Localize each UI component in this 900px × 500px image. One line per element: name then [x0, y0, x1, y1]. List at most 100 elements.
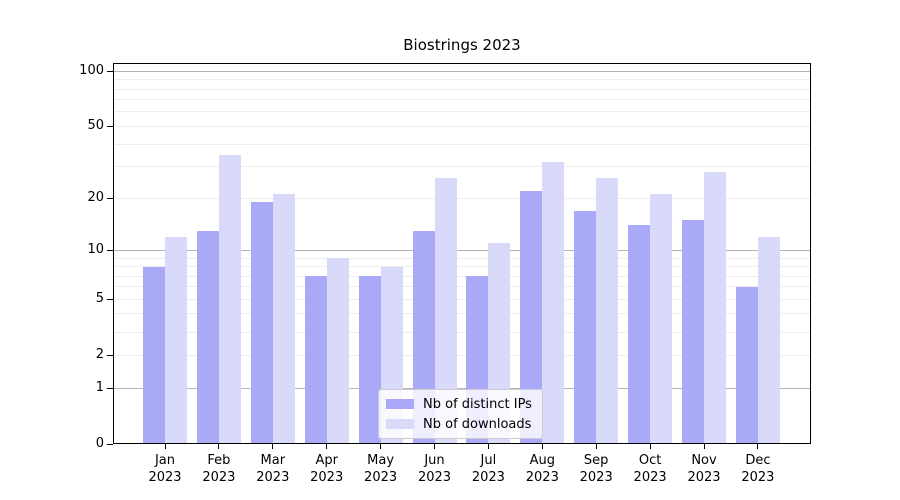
bar-may-distinct-ips: [358, 276, 381, 444]
bar-apr-distinct-ips: [304, 276, 327, 444]
x-tick-month: Sep: [583, 453, 609, 468]
bar-nov-distinct-ips: [682, 220, 704, 444]
minor-gridline: [113, 354, 811, 356]
x-tick-label: Oct 2023: [620, 452, 680, 486]
minor-gridline: [113, 88, 811, 90]
bar-sep-downloads: [596, 177, 619, 444]
bar-apr-downloads: [326, 258, 349, 444]
y-axis-tick: [107, 249, 113, 251]
x-tick-label: Aug 2023: [512, 452, 572, 486]
y-tick-label: 10: [87, 242, 104, 258]
bar-aug-downloads: [542, 161, 565, 444]
bar-nov-downloads: [704, 171, 726, 444]
y-tick-label: 50: [87, 118, 104, 134]
minor-gridline: [113, 331, 811, 333]
y-axis-tick: [107, 125, 113, 127]
x-axis-tick: [272, 444, 274, 449]
bar-oct-downloads: [650, 194, 673, 444]
major-gridline: [113, 70, 811, 72]
x-tick-year: 2023: [364, 470, 398, 485]
bar-oct-distinct-ips: [628, 225, 651, 444]
bar-sep-distinct-ips: [574, 210, 597, 444]
x-tick-year: 2023: [202, 470, 236, 485]
bar-mar-distinct-ips: [250, 202, 273, 444]
x-tick-label: Apr 2023: [297, 452, 357, 486]
x-tick-year: 2023: [310, 470, 344, 485]
x-axis-tick: [434, 444, 435, 449]
bar-aug-distinct-ips: [520, 190, 543, 444]
y-axis-tick: [107, 70, 113, 72]
x-tick-label: Jun 2023: [405, 452, 465, 486]
legend-label: Nb of downloads: [423, 416, 532, 432]
x-tick-year: 2023: [417, 470, 452, 485]
legend-label: Nb of distinct IPs: [423, 396, 532, 412]
x-axis-tick: [757, 444, 759, 449]
x-tick-month: Feb: [207, 453, 231, 468]
major-gridline: [113, 249, 811, 251]
minor-gridline: [113, 257, 811, 259]
y-tick-label: 2: [95, 347, 104, 363]
minor-gridline: [113, 143, 811, 145]
legend-row: Nb of distinct IPs: [386, 396, 532, 412]
bar-dec-distinct-ips: [735, 286, 758, 444]
x-tick-month: Aug: [529, 453, 555, 468]
x-tick-year: 2023: [471, 470, 505, 485]
x-tick-label: Nov 2023: [674, 452, 734, 486]
bar-jan-downloads: [165, 236, 187, 444]
x-tick-month: Apr: [315, 453, 338, 468]
minor-gridline: [113, 313, 811, 315]
x-tick-month: Jul: [480, 453, 497, 468]
legend-row: Nb of downloads: [386, 416, 532, 432]
x-tick-month: Oct: [638, 453, 662, 468]
y-axis-tick: [107, 443, 113, 445]
minor-gridline: [113, 79, 811, 81]
x-tick-month: Nov: [691, 453, 717, 468]
legend: Nb of distinct IPs Nb of downloads: [378, 389, 543, 439]
minor-gridline: [113, 111, 811, 113]
x-tick-year: 2023: [633, 470, 667, 485]
x-axis-tick: [326, 444, 328, 449]
x-axis-tick: [380, 444, 382, 449]
legend-swatch: [386, 419, 414, 429]
x-tick-month: May: [367, 453, 395, 468]
y-axis-tick: [107, 387, 113, 389]
x-axis-tick: [595, 444, 597, 449]
y-tick-label: 0: [95, 436, 104, 451]
x-axis-tick: [487, 444, 489, 449]
x-tick-label: Feb 2023: [189, 452, 249, 486]
x-tick-year: 2023: [579, 470, 613, 485]
bar-feb-downloads: [218, 154, 241, 444]
x-tick-year: 2023: [148, 470, 182, 485]
x-tick-label: Dec 2023: [728, 452, 788, 486]
minor-gridline: [113, 99, 811, 101]
y-tick-label: 5: [95, 291, 104, 307]
y-axis-tick: [107, 197, 113, 199]
minor-gridline: [113, 197, 811, 199]
y-tick-label: 20: [87, 190, 104, 206]
x-tick-label: May 2023: [351, 452, 411, 486]
x-axis-tick: [703, 444, 705, 449]
bar-jan-distinct-ips: [143, 266, 165, 444]
minor-gridline: [113, 298, 811, 300]
major-gridline: [113, 387, 811, 389]
x-tick-month: Mar: [260, 453, 286, 468]
x-axis-tick: [218, 444, 220, 449]
minor-gridline: [113, 166, 811, 168]
x-axis-tick: [164, 444, 166, 449]
x-tick-year: 2023: [741, 470, 775, 485]
bar-mar-downloads: [272, 194, 295, 444]
y-axis-tick: [107, 354, 113, 356]
x-tick-month: Dec: [745, 453, 771, 468]
minor-gridline: [113, 275, 811, 277]
legend-swatch: [386, 399, 414, 409]
x-tick-year: 2023: [256, 470, 290, 485]
x-tick-label: Jul 2023: [458, 452, 518, 486]
y-axis-tick: [107, 298, 113, 300]
minor-gridline: [113, 266, 811, 267]
chart-title: Biostrings 2023: [403, 36, 521, 54]
minor-gridline: [113, 286, 811, 288]
x-axis-tick: [649, 444, 651, 449]
y-tick-label: 100: [79, 63, 104, 79]
x-tick-year: 2023: [525, 470, 559, 485]
